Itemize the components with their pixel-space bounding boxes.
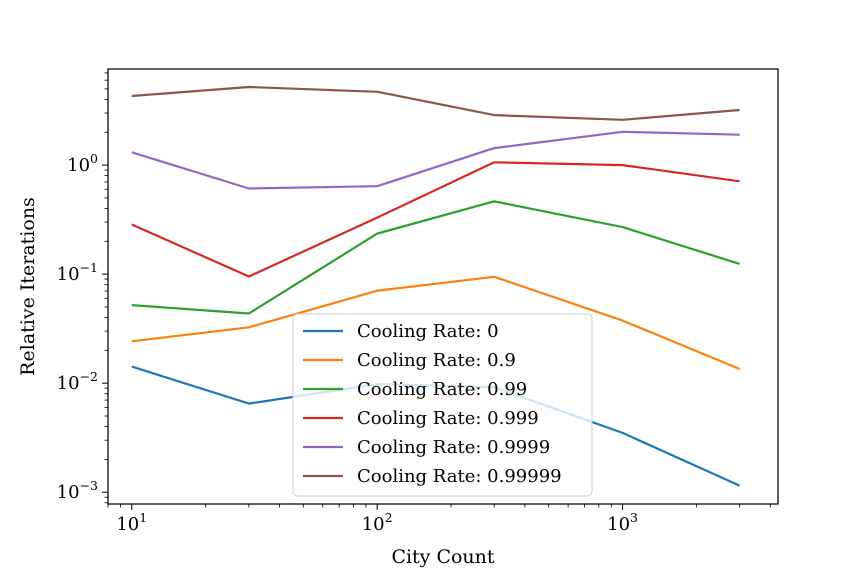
legend-label: Cooling Rate: 0 [357,321,499,342]
series-line-1 [131,275,741,371]
x-tick-label: 101 [116,510,147,535]
series-line-5 [131,85,740,121]
x-tick-label: 103 [607,510,638,535]
y-tick-label: 10−2 [57,369,98,394]
legend: Cooling Rate: 0 Cooling Rate: 0.9 Cooling … [292,313,593,497]
legend-label: Cooling Rate: 0.999 [357,408,539,429]
series-layer [131,85,741,487]
series-line-2 [131,200,740,315]
legend-box [292,313,593,497]
legend-label: Cooling Rate: 0.9 [357,350,516,371]
major-ticks: 101 102 103 10−3 10−2 10−1 100 [57,151,638,535]
y-tick-label: 100 [67,151,98,176]
x-tick-label: 102 [362,510,393,535]
series-line-4 [131,130,740,190]
y-axis-label: Relative Iterations [17,197,39,376]
series-line-3 [131,161,740,278]
legend-label: Cooling Rate: 0.9999 [357,437,550,458]
y-tick-label: 10−1 [57,260,98,285]
y-tick-label: 10−3 [57,478,98,503]
x-axis-label: City Count [391,546,494,568]
legend-label: Cooling Rate: 0.99999 [357,466,562,487]
plot-frame [107,68,779,505]
legend-label: Cooling Rate: 0.99 [357,379,527,400]
